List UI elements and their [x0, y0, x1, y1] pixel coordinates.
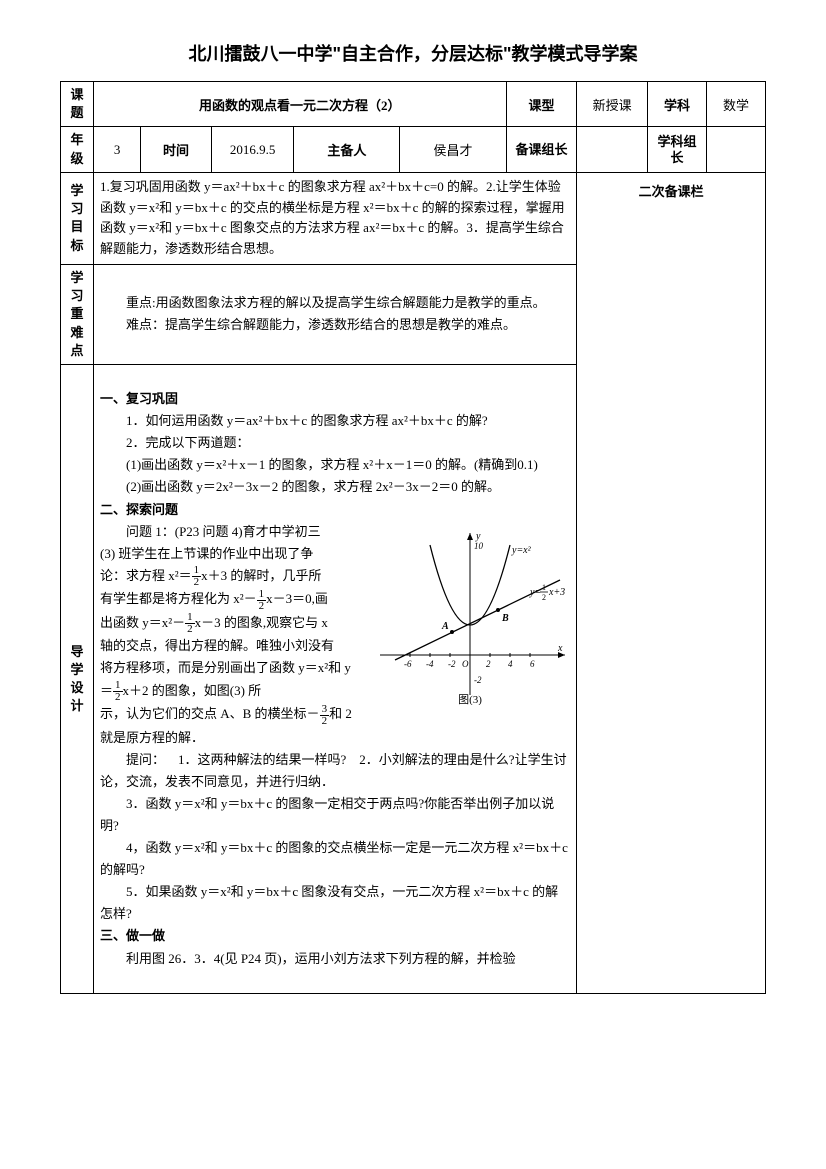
label-keypoints: 学习重难点 — [61, 264, 94, 364]
s2-questions: 提问： 1．这两种解法的结果一样吗? 2．小刘解法的理由是什么?让学生讨论，交流… — [100, 749, 570, 793]
svg-text:x+3: x+3 — [548, 587, 565, 598]
label-objectives: 学习目标 — [61, 172, 94, 264]
point-b-marker — [496, 608, 500, 612]
value-subj-leader — [706, 127, 765, 172]
svg-text:y=: y= — [529, 587, 541, 598]
svg-text:2: 2 — [486, 659, 491, 669]
svg-text:2: 2 — [542, 593, 546, 602]
origin-o: O — [462, 659, 469, 669]
label-group: 备课组长 — [506, 127, 577, 172]
curve1-label: y=x² — [511, 545, 532, 556]
design-content: 一、复习巩固 1．如何运用函数 y＝ax²＋bx＋c 的图象求方程 ax²＋bx… — [94, 364, 577, 993]
label-keti: 课题 — [61, 82, 94, 127]
y-axis-label: y — [475, 531, 481, 542]
value-grade: 3 — [94, 127, 141, 172]
label-subj-leader: 学科组长 — [648, 127, 707, 172]
s1-q2a: (1)画出函数 y＝x²＋x－1 的图象，求方程 x²＋x－1＝0 的解。(精确… — [100, 454, 570, 476]
svg-text:6: 6 — [530, 659, 535, 669]
label-grade: 年级 — [61, 127, 94, 172]
graph-svg: -6 -4 -2 2 4 6 — [370, 525, 570, 705]
keypoints-text: 重点:用函数图象法求方程的解以及提高学生综合解题能力是教学的重点。 难点：提高学… — [94, 264, 577, 364]
svg-text:-2: -2 — [448, 659, 456, 669]
lesson-table: 课题 用函数的观点看一元二次方程（2） 课型 新授课 学科 数学 年级 3 时间… — [60, 81, 766, 994]
secondary-prep-col: 二次备课栏 — [577, 172, 766, 993]
label-subject: 学科 — [648, 82, 707, 127]
graph-caption: 图(3) — [458, 693, 482, 705]
label-time: 时间 — [141, 127, 212, 172]
value-prep: 侯昌才 — [400, 127, 506, 172]
s2-q3: 3．函数 y＝x²和 y＝bx＋c 的图象一定相交于两点吗?你能否举出例子加以说… — [100, 793, 570, 837]
graph-figure: -6 -4 -2 2 4 6 — [370, 525, 570, 712]
s2-title: 二、探索问题 — [100, 499, 570, 521]
label-design: 导学设计 — [61, 364, 94, 993]
s2-q4: 4，函数 y＝x²和 y＝bx＋c 的图象的交点横坐标一定是一元二次方程 x²＝… — [100, 837, 570, 881]
s1-q2b: (2)画出函数 y＝2x²－3x－2 的图象，求方程 2x²－3x－2＝0 的解… — [100, 476, 570, 498]
s3-title: 三、做一做 — [100, 925, 570, 947]
label-ketype: 课型 — [506, 82, 577, 127]
svg-text:-4: -4 — [426, 659, 434, 669]
objectives-text: 1.复习巩固用函数 y＝ax²＋bx＋c 的图象求方程 ax²＋bx＋c=0 的… — [94, 172, 577, 264]
ytick-neg2: -2 — [474, 675, 482, 685]
y-arrow-icon — [467, 533, 473, 540]
ytick-10: 10 — [474, 541, 484, 551]
svg-text:4: 4 — [508, 659, 513, 669]
label-prep: 主备人 — [294, 127, 400, 172]
value-subject: 数学 — [706, 82, 765, 127]
page-title: 北川擂鼓八一中学"自主合作，分层达标"教学模式导学案 — [60, 40, 766, 66]
value-group — [577, 127, 648, 172]
keypoint-line1: 重点:用函数图象法求方程的解以及提高学生综合解题能力是教学的重点。 — [100, 292, 570, 314]
svg-text:1: 1 — [542, 583, 546, 592]
s1-q1: 1．如何运用函数 y＝ax²＋bx＋c 的图象求方程 ax²＋bx＋c 的解? — [100, 410, 570, 432]
s2-q5: 5．如果函数 y＝x²和 y＝bx＋c 图象没有交点，一元二次方程 x²＝bx＋… — [100, 881, 570, 925]
s1-title: 一、复习巩固 — [100, 388, 570, 410]
keypoint-line2: 难点：提高学生综合解题能力，渗透数形结合的思想是教学的难点。 — [100, 314, 570, 336]
lesson-title: 用函数的观点看一元二次方程（2） — [94, 82, 507, 127]
svg-text:-6: -6 — [404, 659, 412, 669]
value-ketype: 新授课 — [577, 82, 648, 127]
point-b-label: B — [501, 613, 509, 624]
x-axis-label: x — [557, 643, 563, 654]
value-time: 2016.9.5 — [211, 127, 294, 172]
s1-q2: 2．完成以下两道题： — [100, 432, 570, 454]
s3-p1: 利用图 26．3．4(见 P24 页)，运用小刘方法求下列方程的解，并检验 — [100, 948, 570, 970]
point-a-marker — [450, 630, 454, 634]
point-a-label: A — [441, 621, 449, 632]
